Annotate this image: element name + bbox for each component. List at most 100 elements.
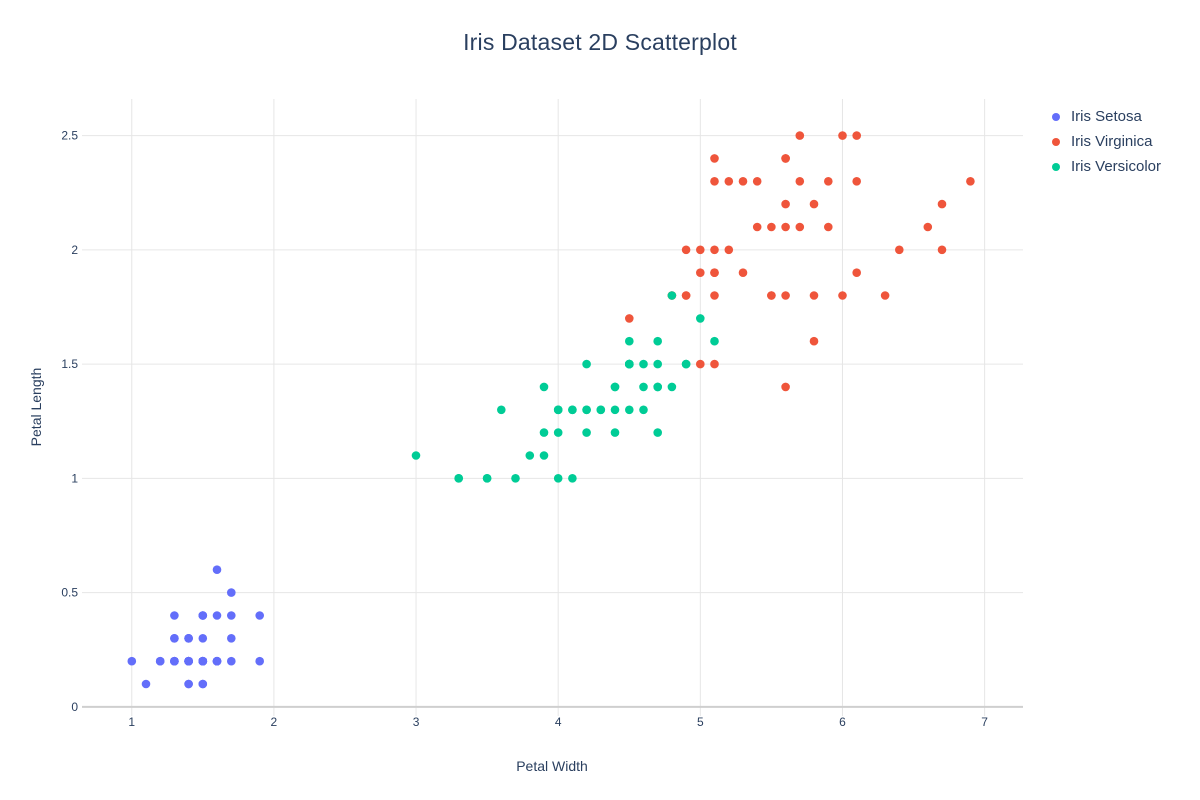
data-point[interactable] <box>653 382 662 392</box>
data-point[interactable] <box>539 451 549 460</box>
data-point[interactable] <box>852 268 861 278</box>
data-point[interactable] <box>198 634 208 643</box>
data-point[interactable] <box>767 291 776 300</box>
data-point[interactable] <box>738 177 748 186</box>
data-point[interactable] <box>610 428 620 437</box>
data-point[interactable] <box>781 382 790 392</box>
data-point[interactable] <box>795 222 805 232</box>
data-point[interactable] <box>227 611 236 620</box>
data-point[interactable] <box>227 588 236 597</box>
data-point[interactable] <box>852 177 861 186</box>
data-point[interactable] <box>639 405 648 415</box>
data-point[interactable] <box>411 451 421 460</box>
data-point[interactable] <box>696 359 705 369</box>
data-point[interactable] <box>710 177 719 186</box>
data-point[interactable] <box>212 656 222 666</box>
data-point[interactable] <box>227 656 236 666</box>
data-point[interactable] <box>582 359 591 369</box>
data-point[interactable] <box>838 131 847 140</box>
data-point[interactable] <box>212 565 222 574</box>
data-point[interactable] <box>625 405 634 415</box>
data-point[interactable] <box>625 359 634 369</box>
data-point[interactable] <box>568 474 577 483</box>
data-point[interactable] <box>568 405 577 415</box>
data-point[interactable] <box>824 177 833 186</box>
data-point[interactable] <box>539 428 549 437</box>
data-point[interactable] <box>710 245 719 255</box>
data-point[interactable] <box>582 405 591 415</box>
data-point[interactable] <box>653 336 662 346</box>
data-point[interactable] <box>198 679 208 689</box>
data-point[interactable] <box>681 291 691 300</box>
data-point[interactable] <box>923 222 933 232</box>
data-point[interactable] <box>212 611 222 620</box>
data-point[interactable] <box>553 474 563 483</box>
data-point[interactable] <box>596 405 606 415</box>
data-point[interactable] <box>738 268 748 278</box>
data-point[interactable] <box>482 474 492 483</box>
data-point[interactable] <box>781 222 790 232</box>
data-point[interactable] <box>553 428 563 437</box>
data-point[interactable] <box>553 405 563 415</box>
data-point[interactable] <box>895 245 904 255</box>
data-point[interactable] <box>781 199 790 209</box>
data-point[interactable] <box>625 314 634 323</box>
data-point[interactable] <box>198 656 208 666</box>
data-point[interactable] <box>184 656 193 666</box>
data-point[interactable] <box>880 291 890 300</box>
data-point[interactable] <box>653 428 662 437</box>
legend-item-iris-setosa[interactable]: Iris Setosa <box>1052 104 1161 129</box>
data-point[interactable] <box>525 451 535 460</box>
data-point[interactable] <box>710 336 719 346</box>
legend-item-iris-versicolor[interactable]: Iris Versicolor <box>1052 154 1161 179</box>
data-point[interactable] <box>198 611 208 620</box>
data-point[interactable] <box>852 131 861 140</box>
data-point[interactable] <box>710 291 719 300</box>
data-point[interactable] <box>696 245 705 255</box>
data-point[interactable] <box>752 222 762 232</box>
data-point[interactable] <box>795 131 805 140</box>
data-point[interactable] <box>966 177 975 186</box>
data-point[interactable] <box>511 474 520 483</box>
data-point[interactable] <box>681 245 691 255</box>
data-point[interactable] <box>170 656 179 666</box>
data-point[interactable] <box>227 634 236 643</box>
data-point[interactable] <box>155 656 165 666</box>
data-point[interactable] <box>141 679 151 689</box>
data-point[interactable] <box>184 634 193 643</box>
data-point[interactable] <box>795 177 805 186</box>
data-point[interactable] <box>454 474 464 483</box>
data-point[interactable] <box>127 656 137 666</box>
data-point[interactable] <box>497 405 506 415</box>
data-point[interactable] <box>255 656 264 666</box>
data-point[interactable] <box>170 634 179 643</box>
data-point[interactable] <box>653 359 662 369</box>
data-point[interactable] <box>696 268 705 278</box>
data-point[interactable] <box>170 611 179 620</box>
data-point[interactable] <box>724 245 734 255</box>
data-point[interactable] <box>710 154 719 163</box>
data-point[interactable] <box>696 314 705 323</box>
data-point[interactable] <box>781 291 790 300</box>
data-point[interactable] <box>937 245 947 255</box>
legend-item-iris-virginica[interactable]: Iris Virginica <box>1052 129 1161 154</box>
data-point[interactable] <box>539 382 549 392</box>
data-point[interactable] <box>710 359 719 369</box>
data-point[interactable] <box>724 177 734 186</box>
data-point[interactable] <box>752 177 762 186</box>
data-point[interactable] <box>937 199 947 209</box>
data-point[interactable] <box>809 336 819 346</box>
data-point[interactable] <box>781 154 790 163</box>
data-point[interactable] <box>639 359 648 369</box>
data-point[interactable] <box>667 291 677 300</box>
data-point[interactable] <box>255 611 264 620</box>
data-point[interactable] <box>838 291 847 300</box>
data-point[interactable] <box>681 359 691 369</box>
data-point[interactable] <box>809 291 819 300</box>
data-point[interactable] <box>667 382 677 392</box>
data-point[interactable] <box>610 405 620 415</box>
data-point[interactable] <box>710 268 719 278</box>
data-point[interactable] <box>767 222 776 232</box>
data-point[interactable] <box>582 428 591 437</box>
